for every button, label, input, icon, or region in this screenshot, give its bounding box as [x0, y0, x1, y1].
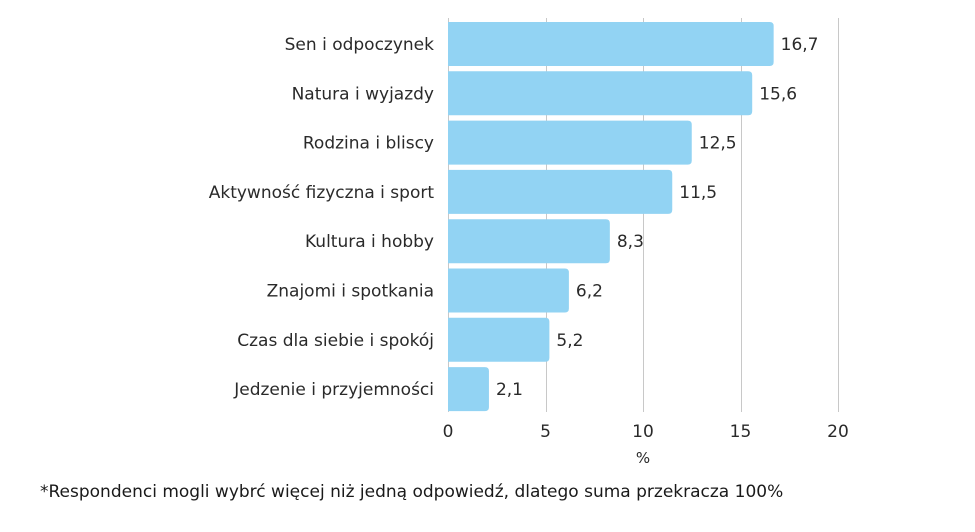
value-label: 12,5	[699, 134, 737, 154]
bar-chart: Sen i odpoczynek Natura i wyjazdy Rodzina …	[209, 18, 849, 467]
bar	[448, 169, 673, 214]
bar	[448, 22, 774, 66]
x-axis-title: %	[636, 449, 650, 467]
x-tick-label: 10	[632, 422, 654, 442]
bar	[448, 317, 550, 362]
bars	[448, 22, 774, 412]
category-label: Jedzenie i przyjemności	[233, 380, 434, 400]
bar	[448, 71, 753, 116]
bar	[448, 268, 569, 313]
x-tick-label: 5	[540, 422, 551, 442]
value-label: 16,7	[781, 35, 819, 55]
category-label: Znajomi i spotkania	[267, 282, 434, 302]
value-label: 15,6	[759, 84, 797, 104]
x-tick-label: 20	[827, 422, 849, 442]
value-label: 5,2	[556, 331, 583, 351]
value-label: 8,3	[617, 232, 644, 252]
bar	[448, 367, 489, 412]
bar	[448, 219, 610, 264]
value-labels: 16,7 15,6 12,5 11,5 8,3 6,2 5,2 2,1	[496, 35, 819, 400]
category-label: Kultura i hobby	[305, 232, 434, 252]
category-label: Czas dla siebie i spokój	[237, 331, 434, 351]
value-label: 6,2	[576, 282, 603, 302]
x-tick-label: 15	[730, 422, 752, 442]
category-label: Natura i wyjazdy	[292, 84, 434, 104]
bar	[448, 120, 692, 165]
value-label: 11,5	[679, 183, 717, 203]
x-tick-labels: 0 5 10 15 20	[443, 422, 849, 442]
category-label: Rodzina i bliscy	[303, 134, 434, 154]
category-label: Sen i odpoczynek	[285, 35, 435, 55]
category-labels: Sen i odpoczynek Natura i wyjazdy Rodzina …	[209, 35, 435, 400]
value-label: 2,1	[496, 380, 523, 400]
x-tick-label: 0	[443, 422, 454, 442]
footnote: *Respondenci mogli wybrć więcej niż jedn…	[40, 482, 784, 502]
category-label: Aktywność fizyczna i sport	[209, 183, 435, 203]
